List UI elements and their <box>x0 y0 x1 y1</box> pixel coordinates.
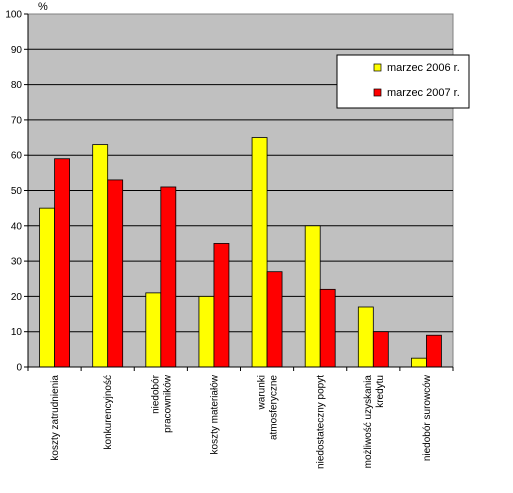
x-category-label: koszty materiałów <box>209 374 220 454</box>
bar-2007 <box>372 331 389 368</box>
bar-2007 <box>107 179 124 368</box>
bar-2006 <box>92 144 109 368</box>
x-category-label: kredytu <box>375 375 386 408</box>
legend-swatch-2007 <box>373 88 382 97</box>
y-tick-label: 20 <box>11 292 23 303</box>
y-tick-label: 60 <box>11 151 23 162</box>
legend-label-2006: marzec 2006 r. <box>387 62 460 74</box>
y-tick-label: 50 <box>11 186 23 197</box>
x-category-label: koszty zatrudnienia <box>50 375 61 461</box>
y-tick-label: 10 <box>11 327 23 338</box>
x-category-label: konkurencyjność <box>103 375 114 449</box>
legend: marzec 2006 r. marzec 2007 r. <box>336 54 470 109</box>
axes <box>24 13 454 371</box>
y-tick-labels: 0 10 20 30 40 50 60 70 80 90 100 <box>5 10 22 374</box>
legend-box <box>336 54 470 109</box>
bar-2006 <box>357 306 374 368</box>
bar-2006 <box>251 137 268 368</box>
bar-2006 <box>145 292 162 368</box>
y-unit-label: % <box>38 1 48 13</box>
x-category-label: możliwość uzyskania <box>363 375 374 469</box>
bar-2007 <box>426 334 442 368</box>
x-category-label: niedostateczny popyt <box>316 375 327 469</box>
bar-2007 <box>266 271 283 368</box>
bar-2006 <box>39 207 55 368</box>
bar-2006 <box>198 295 215 368</box>
y-tick-label: 80 <box>11 80 23 91</box>
bar-2007 <box>213 243 230 368</box>
x-category-label: niedobór <box>150 374 161 414</box>
bars <box>39 137 442 368</box>
bar-2006 <box>411 357 427 368</box>
bar-2007 <box>319 288 336 368</box>
bar-2007 <box>160 186 177 368</box>
y-tick-label: 0 <box>16 363 22 374</box>
legend-label-2007: marzec 2007 r. <box>387 87 460 99</box>
y-tick-label: 70 <box>11 115 23 126</box>
y-tick-label: 30 <box>11 257 23 268</box>
x-category-label: warunki <box>257 375 268 410</box>
bar-2006 <box>304 225 321 368</box>
y-tick-label: 100 <box>5 10 22 21</box>
legend-swatch-2006 <box>373 63 382 72</box>
y-tick-label: 40 <box>11 221 23 232</box>
x-category-label: pracowników <box>162 374 173 433</box>
y-tick-label: 90 <box>11 45 23 56</box>
bar-2007 <box>54 158 70 368</box>
x-category-label: niedobór surowców <box>422 374 433 461</box>
x-category-labels: koszty zatrudnienia konkurencyjność niedob… <box>50 374 433 469</box>
x-category-label: atmosferyczne <box>269 375 280 440</box>
